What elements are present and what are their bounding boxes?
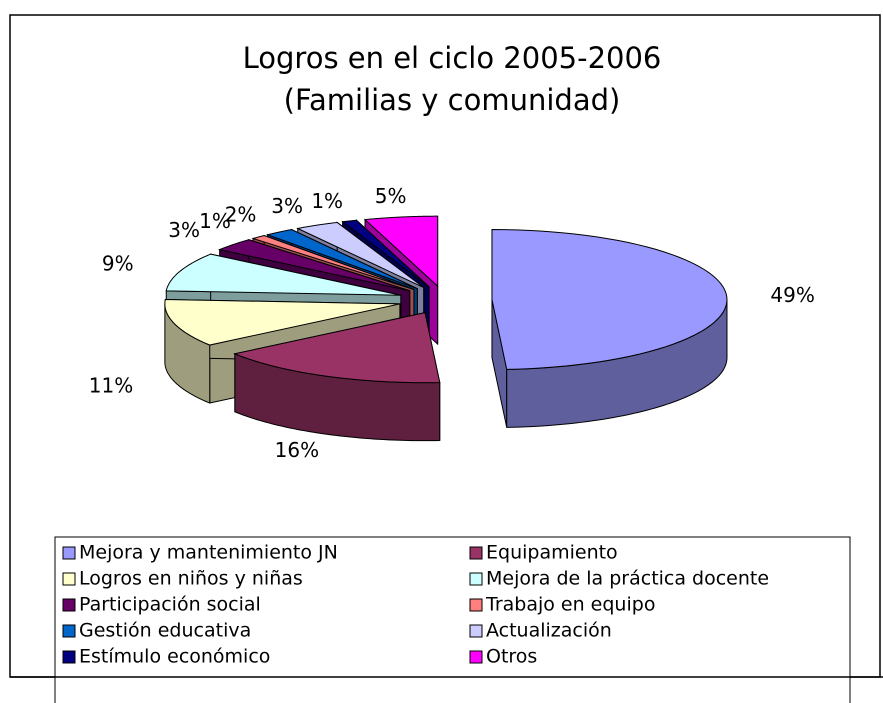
legend-label: Otros (486, 646, 537, 668)
data-label: 5% (375, 184, 407, 208)
slice-top (341, 219, 430, 288)
legend-label: Participación social (79, 594, 261, 616)
chart-title: Logros en el ciclo 2005-2006 (243, 41, 662, 75)
legend-swatch (469, 598, 483, 612)
slice-top (164, 299, 400, 346)
slice-top (491, 229, 728, 370)
slice-top (296, 221, 424, 288)
data-label: 9% (102, 251, 134, 275)
legend-swatch (62, 546, 76, 560)
legend-box (54, 536, 851, 703)
legend-label: Actualización (486, 620, 612, 642)
legend-swatch (469, 624, 483, 638)
legend-swatch (62, 650, 76, 664)
legend-swatch (62, 598, 76, 612)
legend-label: Mejora y mantenimiento JN (79, 542, 338, 564)
data-label: 1% (199, 209, 231, 233)
legend-label: Mejora de la práctica docente (486, 568, 769, 590)
data-label: 1% (311, 189, 343, 213)
legend-label: Equipamiento (486, 542, 618, 564)
slice-top (265, 229, 418, 290)
legend-swatch (62, 572, 76, 586)
data-label: 3% (168, 218, 200, 242)
legend-swatch (469, 572, 483, 586)
slice-top (363, 215, 439, 288)
data-label: 16% (275, 438, 319, 462)
slice-top (165, 253, 401, 296)
legend-swatch (469, 546, 483, 560)
legend-label: Gestión educativa (79, 620, 251, 642)
data-label: 11% (89, 373, 133, 397)
slice-top (217, 239, 410, 292)
legend-swatch (469, 650, 483, 664)
slice-top (251, 235, 415, 290)
slice-top (233, 312, 441, 384)
legend-label: Trabajo en equipo (485, 594, 655, 616)
legend-label: Logros en niños y niñas (79, 568, 303, 590)
chart-title: (Familias y comunidad) (284, 83, 621, 117)
data-label: 3% (271, 194, 303, 218)
legend-swatch (62, 624, 76, 638)
data-label: 2% (225, 203, 257, 227)
legend-label: Estímulo económico (79, 646, 270, 668)
data-label: 49% (770, 283, 814, 307)
